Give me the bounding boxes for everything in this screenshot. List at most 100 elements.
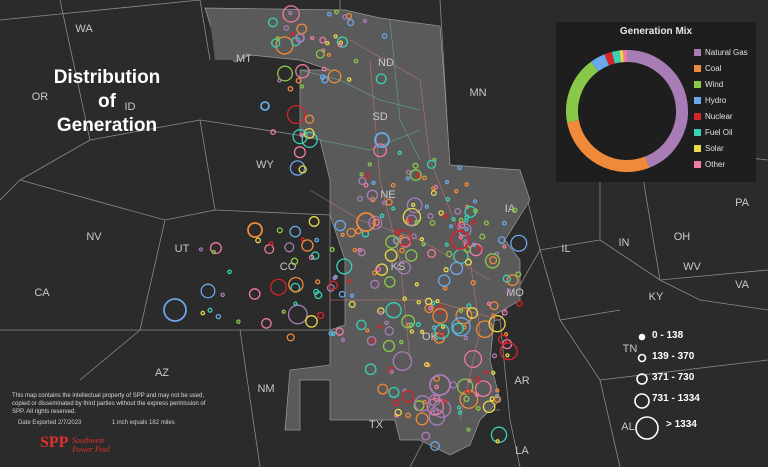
generator-marker	[375, 73, 387, 85]
generator-marker	[293, 146, 306, 159]
generator-marker	[390, 182, 396, 188]
generator-marker	[268, 241, 274, 246]
generator-marker	[506, 288, 511, 293]
mix-legend-swatch	[694, 81, 701, 89]
generator-marker	[375, 266, 381, 273]
state-label-co: CO	[280, 261, 297, 273]
generator-marker	[288, 276, 304, 293]
generator-marker	[515, 271, 522, 278]
size-legend-circles	[634, 333, 659, 440]
generator-marker	[338, 43, 343, 48]
state-label-ut: UT	[175, 243, 190, 255]
state-label-wv: WV	[683, 261, 701, 273]
generator-marker	[445, 196, 451, 202]
generator-marker	[321, 76, 329, 84]
generator-marker	[316, 311, 325, 320]
generator-marker	[384, 326, 395, 336]
generator-marker	[347, 19, 355, 27]
generator-marker	[466, 427, 471, 432]
state-label-tx: TX	[369, 419, 384, 431]
generator-marker	[209, 242, 222, 255]
state-label-tn: TN	[623, 343, 638, 355]
generator-marker	[326, 283, 335, 292]
generator-marker-large	[163, 298, 187, 322]
generator-marker	[502, 244, 507, 249]
generator-marker	[290, 32, 295, 37]
generator-marker	[207, 307, 213, 313]
generator-marker	[414, 282, 419, 287]
map-title: Distribution of Generation	[22, 66, 192, 138]
generator-marker	[304, 114, 315, 124]
generator-marker	[516, 300, 523, 307]
size-legend-circle-4	[634, 393, 650, 409]
donut-slice-coal	[567, 119, 650, 172]
state-label-wa: WA	[75, 23, 93, 35]
generator-marker	[287, 304, 308, 325]
generator-marker	[399, 234, 404, 240]
state-label-nm: NM	[257, 383, 274, 395]
generator-marker	[414, 219, 419, 224]
generator-marker	[310, 35, 315, 41]
state-label-ky: KY	[649, 291, 664, 303]
generator-marker	[334, 9, 339, 15]
generator-marker	[464, 218, 469, 223]
generator-marker	[501, 309, 508, 316]
generator-marker	[463, 239, 468, 244]
donut-slice-nuclear	[604, 51, 615, 66]
generator-marker-large	[247, 222, 263, 238]
generator-marker	[305, 315, 318, 328]
generator-marker	[406, 197, 423, 214]
generator-marker	[458, 223, 472, 237]
title-line-1: Distribution	[53, 67, 161, 88]
generator-marker	[289, 225, 302, 238]
capacity-size-legend: 0 - 138 139 - 370 371 - 730 731 - 1334 >…	[630, 330, 760, 445]
generator-marker	[489, 256, 498, 265]
generator-marker	[502, 274, 511, 283]
generator-marker	[511, 207, 518, 213]
generator-marker	[333, 34, 338, 39]
generator-marker	[357, 195, 363, 202]
mix-legend-swatch	[694, 97, 701, 105]
generator-marker	[384, 276, 396, 288]
generator-marker	[303, 127, 315, 140]
generator-marker	[236, 319, 241, 324]
generator-marker	[401, 314, 416, 329]
generator-marker	[415, 412, 429, 426]
generator-marker	[435, 298, 440, 304]
generator-marker	[215, 313, 222, 320]
generator-marker	[419, 329, 425, 334]
generator-marker	[443, 267, 449, 273]
generator-marker	[200, 283, 216, 299]
generator-marker	[391, 206, 396, 211]
generator-marker	[497, 236, 506, 244]
donut-slice-fuel-oil	[611, 50, 621, 64]
mix-legend-swatch	[694, 145, 701, 153]
generator-marker	[276, 227, 283, 234]
generator-marker	[415, 172, 421, 178]
title-line-2: of	[98, 91, 116, 112]
generator-marker	[371, 180, 376, 185]
mix-legend-item: Solar	[694, 144, 724, 158]
generator-marker	[377, 383, 389, 395]
generator-marker	[340, 337, 346, 342]
state-label-la: LA	[515, 445, 529, 457]
generator-marker	[464, 205, 477, 218]
generator-marker	[338, 290, 346, 298]
logo-name-line-1: Southwest	[72, 436, 105, 445]
generator-marker	[295, 64, 310, 79]
generator-marker	[301, 131, 318, 149]
generator-marker	[455, 307, 473, 325]
generator-marker	[409, 322, 414, 327]
generator-marker	[336, 36, 349, 48]
generator-marker	[270, 278, 287, 296]
generator-marker	[429, 219, 436, 226]
state-label-sd: SD	[372, 111, 387, 123]
generator-marker	[421, 175, 427, 181]
generator-marker	[438, 210, 444, 216]
generator-marker	[409, 169, 422, 182]
generator-marker	[475, 405, 481, 411]
disclaimer-text: This map contains the intellectual prope…	[12, 393, 206, 415]
generator-marker	[288, 10, 293, 16]
state-label-pa: PA	[735, 197, 750, 209]
generator-marker	[470, 279, 477, 286]
